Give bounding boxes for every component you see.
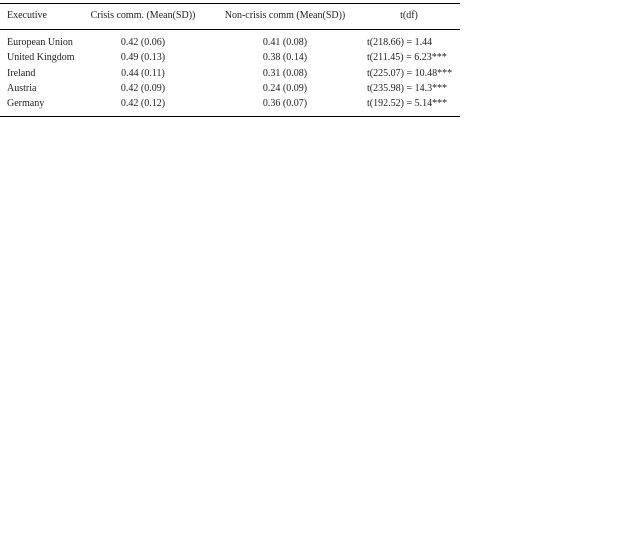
header-executive: Executive [7, 10, 47, 21]
tdf-cell: t(211.45) = 6.23*** [367, 52, 447, 63]
tdf-cell: t(218.66) = 1.44 [367, 37, 433, 48]
crisis-cell: 0.42 (0.09) [120, 83, 166, 94]
crisis-cell: 0.49 (0.13) [120, 52, 166, 63]
bottom-rule [0, 116, 460, 117]
tdf-cell: t(192.52) = 5.14*** [367, 98, 448, 109]
crisis-cell: 0.44 (0.11) [121, 68, 165, 79]
tdf-cell: t(225.07) = 10.48*** [367, 68, 453, 79]
noncrisis-cell: 0.41 (0.08) [262, 37, 308, 48]
noncrisis-cell: 0.38 (0.14) [262, 52, 308, 63]
header-crisis: Crisis comm. (Mean(SD)) [90, 10, 196, 21]
header-noncrisis: Non-crisis comm (Mean(SD)) [224, 10, 346, 21]
header-tdf: t(df) [400, 10, 418, 21]
top-rule [0, 3, 460, 4]
executive-cell: European Union [7, 37, 73, 48]
executive-cell: United Kingdom [7, 52, 75, 63]
tdf-cell: t(235.98) = 14.3*** [367, 83, 448, 94]
executive-cell: Germany [7, 98, 45, 109]
header-rule [0, 29, 460, 30]
noncrisis-cell: 0.36 (0.07) [262, 98, 308, 109]
noncrisis-cell: 0.31 (0.08) [262, 68, 308, 79]
executive-cell: Ireland [7, 68, 36, 79]
crisis-cell: 0.42 (0.12) [120, 98, 166, 109]
noncrisis-cell: 0.24 (0.09) [262, 83, 308, 94]
crisis-cell: 0.42 (0.06) [120, 37, 166, 48]
executive-cell: Austria [7, 83, 37, 94]
